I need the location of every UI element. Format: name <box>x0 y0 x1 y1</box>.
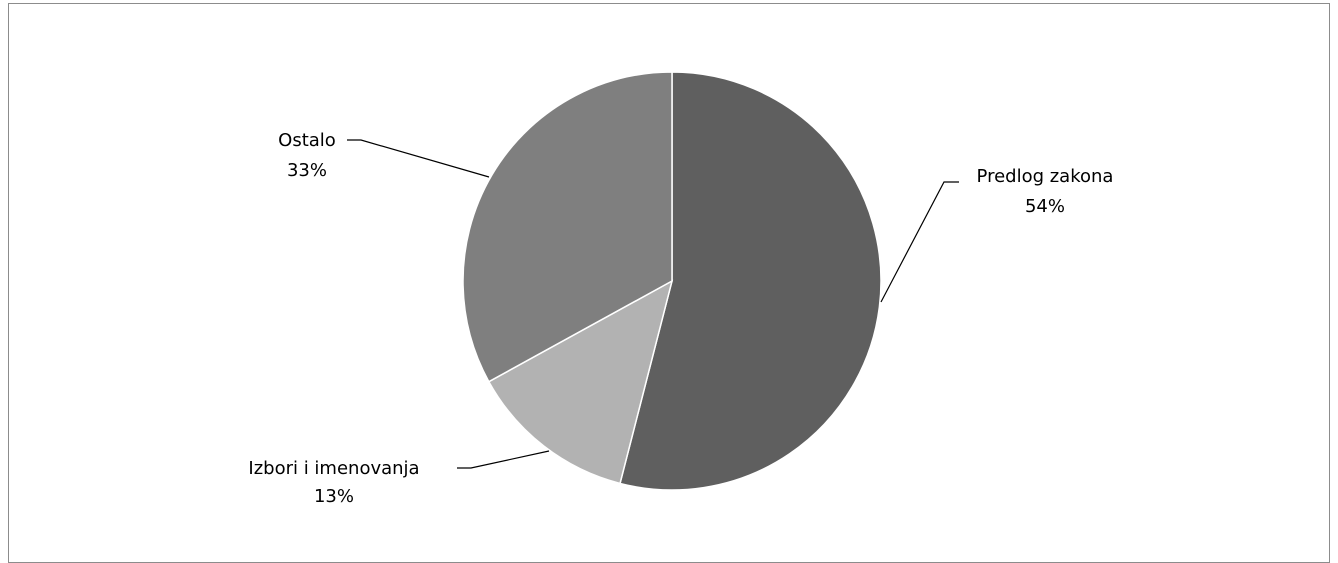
chart-frame: Predlog zakona 54% Izbori i imenovanja 1… <box>8 3 1330 563</box>
leader-lines <box>347 139 959 469</box>
pie-slice-ostalo <box>462 71 673 383</box>
label-percent-ostalo: 33% <box>287 160 327 181</box>
leader-line-predlog-zakona <box>880 181 959 303</box>
pie-slice-izbori-i-imenovanja <box>487 279 674 485</box>
label-name-predlog-zakona: Predlog zakona <box>977 166 1114 187</box>
leader-line-ostalo <box>347 139 490 178</box>
label-percent-predlog-zakona: 54% <box>1025 196 1065 217</box>
label-percent-izbori-i-imenovanja: 13% <box>314 486 354 507</box>
label-name-ostalo: Ostalo <box>278 130 336 151</box>
pie-slice-predlog-zakona <box>619 71 882 491</box>
data-labels: Predlog zakona 54% Izbori i imenovanja 1… <box>248 130 1113 507</box>
pie-slices <box>462 71 882 491</box>
pie-chart: Predlog zakona 54% Izbori i imenovanja 1… <box>248 71 1113 507</box>
leader-line-izbori-i-imenovanja <box>457 450 550 469</box>
label-name-izbori-i-imenovanja: Izbori i imenovanja <box>248 458 419 479</box>
